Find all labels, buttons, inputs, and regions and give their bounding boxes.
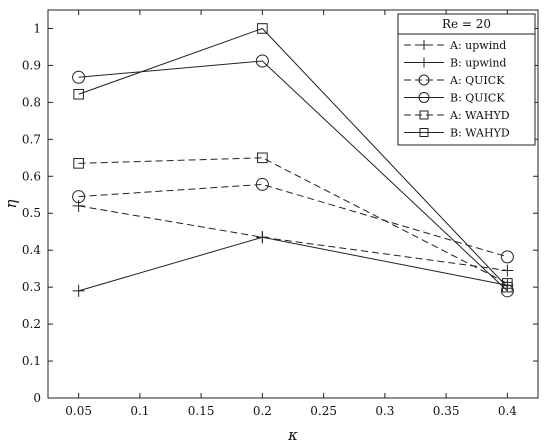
y-tick-label: 0 — [33, 391, 41, 405]
series-layer — [72, 23, 514, 298]
x-tick-label: 0.05 — [65, 404, 92, 418]
legend-marker — [418, 74, 430, 86]
data-point — [500, 250, 514, 264]
data-point — [72, 284, 85, 297]
series-line — [78, 27, 508, 288]
legend-marker — [419, 57, 429, 68]
legend-label: A: QUICK — [449, 74, 505, 87]
data-point — [502, 281, 513, 293]
data-point — [255, 177, 269, 191]
legend-item: B: QUICK — [404, 92, 505, 105]
legend-item: A: upwind — [404, 39, 506, 52]
y-tick-label: 0.9 — [22, 58, 41, 72]
legend-label: B: WAHYD — [450, 127, 510, 140]
data-point — [72, 190, 86, 204]
legend-item: A: QUICK — [404, 74, 505, 87]
legend-label: A: upwind — [449, 39, 506, 52]
data-point — [257, 23, 268, 34]
data-point — [501, 264, 514, 277]
y-tick-label: 0.5 — [22, 206, 41, 220]
legend-item: B: upwind — [404, 57, 506, 70]
y-tick-label: 0.4 — [22, 243, 41, 257]
data-point — [72, 199, 85, 212]
series-line — [78, 157, 508, 284]
series-3 — [72, 177, 514, 264]
legend-marker — [419, 40, 429, 50]
legend-title: Re = 20 — [442, 17, 491, 31]
x-tick-label: 0.25 — [310, 404, 337, 418]
data-point — [255, 54, 269, 68]
x-axis-label: κ — [287, 426, 298, 444]
legend: Re = 20 A: upwind B: upwind A: QUICK B: QUIC… — [397, 13, 536, 146]
data-point — [257, 152, 268, 164]
data-point — [500, 284, 514, 298]
data-point — [73, 88, 84, 100]
data-point — [256, 231, 269, 244]
y-tick-label: 0.7 — [22, 132, 41, 146]
legend-item: B: WAHYD — [404, 127, 510, 140]
series-6 — [73, 23, 513, 293]
legend-marker — [418, 92, 430, 103]
x-tick-label: 0.15 — [188, 404, 215, 418]
x-tick-label: 0.1 — [130, 404, 149, 418]
legend-marker — [419, 110, 429, 120]
legend-label: B: QUICK — [450, 92, 505, 105]
x-tick-label: 0.4 — [498, 404, 517, 418]
x-tick-label: 0.3 — [375, 404, 394, 418]
data-point — [73, 158, 84, 169]
y-tick-label: 0.1 — [22, 354, 41, 368]
x-tick-label: 0.2 — [253, 404, 272, 418]
y-axis-label: η — [2, 200, 20, 209]
axis-ticks: 0.05 0.1 0.15 0.2 0.25 0.3 0.35 0.4 0 0.1 0.2 0.3 0.… — [22, 10, 538, 418]
y-tick-label: 1 — [33, 21, 41, 35]
legend-label: B: upwind — [450, 57, 506, 70]
y-tick-label: 0.8 — [22, 95, 41, 109]
y-tick-label: 0.6 — [22, 169, 41, 183]
data-point — [72, 70, 86, 84]
y-tick-label: 0.3 — [22, 280, 41, 294]
series-line — [78, 183, 508, 258]
legend-item: A: WAHYD — [404, 109, 510, 122]
x-tick-label: 0.35 — [433, 404, 460, 418]
legend-label: A: WAHYD — [449, 109, 510, 122]
legend-marker — [419, 128, 429, 137]
y-tick-label: 0.2 — [22, 317, 41, 331]
